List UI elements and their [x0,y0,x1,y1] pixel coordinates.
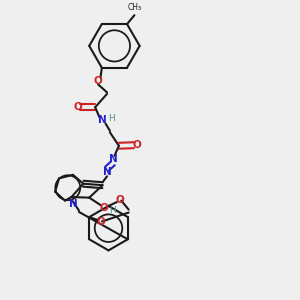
Text: O: O [73,102,82,112]
Text: CH₃: CH₃ [128,3,142,12]
Text: N: N [98,115,107,125]
Text: N: N [69,199,77,208]
Text: H: H [108,114,115,123]
Text: O: O [132,140,141,150]
Text: N: N [109,154,117,164]
Text: O: O [94,76,103,85]
Text: H: H [109,206,116,214]
Text: N: N [103,167,111,177]
Text: O: O [116,195,124,205]
Text: O: O [96,217,105,227]
Text: O: O [100,203,108,213]
